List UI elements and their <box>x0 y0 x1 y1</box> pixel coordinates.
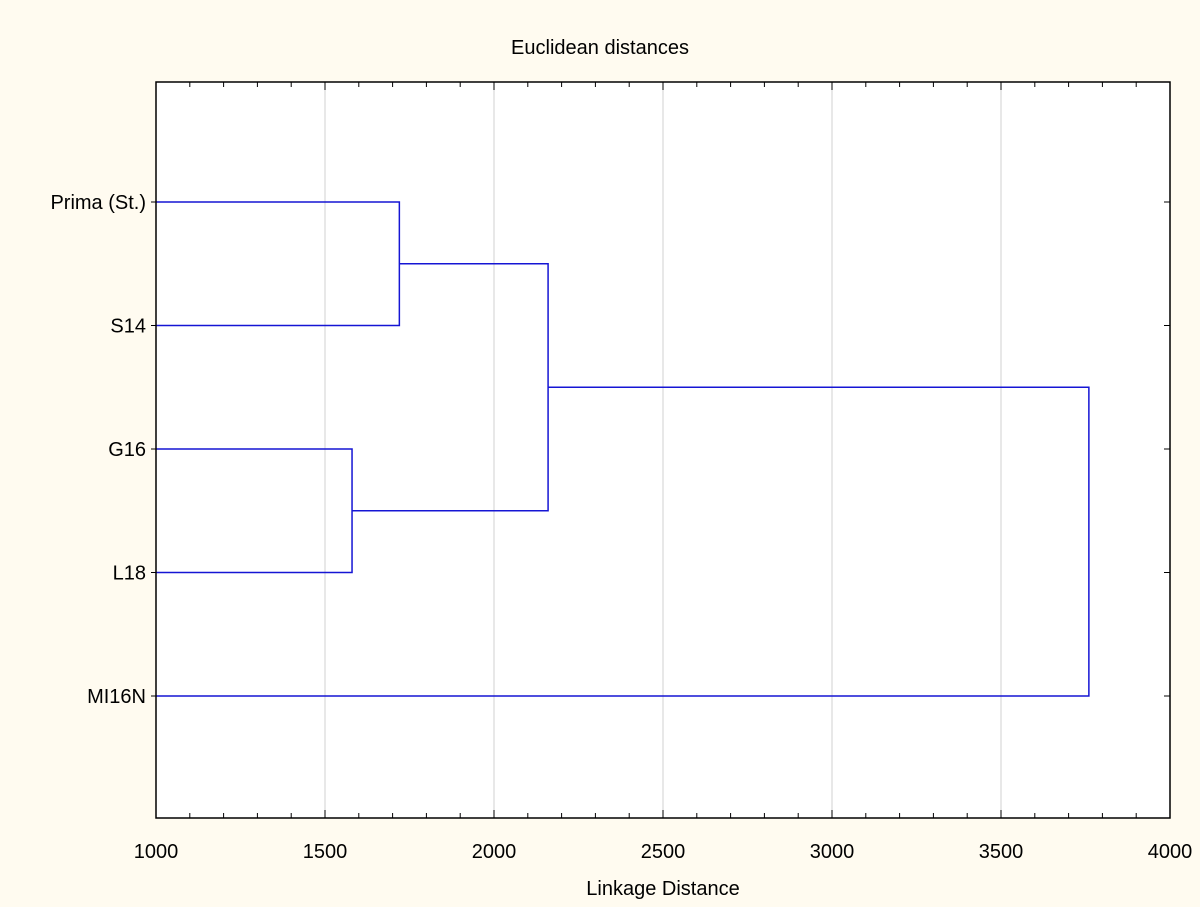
plot-frame <box>155 81 1171 819</box>
x-tick-labels: 1000 1500 2000 2500 3000 3500 4000 <box>134 841 1193 863</box>
leaf-label: G16 <box>108 439 146 461</box>
leaf-label: S14 <box>110 316 146 338</box>
x-tick-label: 3000 <box>810 841 855 863</box>
x-tick-label: 2500 <box>641 841 686 863</box>
dendrogram-links <box>156 201 1090 697</box>
axis-ticks <box>151 82 1171 818</box>
x-tick-label: 1000 <box>134 841 179 863</box>
leaf-label: Prima (St.) <box>50 192 146 214</box>
x-axis-label: Linkage Distance <box>586 878 739 900</box>
x-tick-label: 1500 <box>303 841 348 863</box>
leaf-label: MI16N <box>87 686 146 708</box>
chart-title: Euclidean distances <box>511 37 689 59</box>
leaf-label: L18 <box>113 563 146 585</box>
x-tick-label: 2000 <box>472 841 517 863</box>
x-tick-label: 4000 <box>1148 841 1193 863</box>
leaf-labels: Prima (St.) S14 G16 L18 MI16N <box>50 192 146 708</box>
x-tick-label: 3500 <box>979 841 1024 863</box>
dendrogram-link <box>156 386 1090 697</box>
